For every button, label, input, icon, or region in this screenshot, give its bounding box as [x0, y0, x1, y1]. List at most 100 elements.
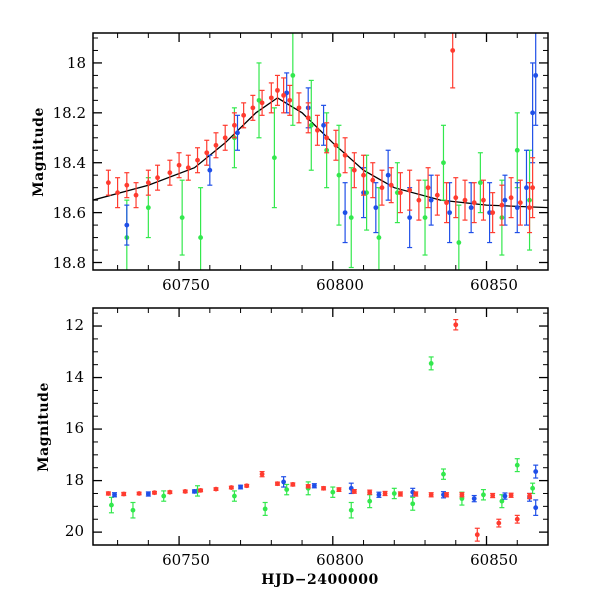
top-red-marker-28 — [361, 172, 366, 178]
top-green-marker-13 — [376, 235, 382, 240]
top-red-point-42 — [490, 192, 496, 234]
top-red-point-7 — [176, 152, 182, 179]
bottom-green-point-4 — [231, 490, 237, 502]
bottom-green-point-6 — [284, 483, 290, 496]
bottom-red-marker-28 — [508, 492, 514, 498]
top-green-marker-10 — [336, 172, 342, 178]
top-red-point-8 — [185, 154, 191, 181]
top-blue-marker-10 — [407, 215, 413, 221]
bottom-green-marker-4 — [232, 493, 237, 499]
bottom-green-point-11 — [391, 487, 397, 500]
bottom-green-point-9 — [348, 501, 354, 519]
bottom-green-marker-15 — [459, 496, 465, 502]
top-red-point-36 — [434, 174, 440, 216]
top-red-point-34 — [416, 179, 422, 221]
top-red-point-29 — [370, 162, 376, 199]
bottom-blue-point-3 — [238, 484, 244, 490]
bottom-green-marker-19 — [530, 485, 536, 491]
top-axis-ticks — [93, 33, 549, 270]
bottom-red-point-21 — [428, 492, 434, 498]
top-red-point-27 — [351, 152, 357, 189]
top-blue-point-18 — [530, 62, 536, 164]
bottom-blue-point-10 — [471, 494, 477, 503]
top-red-point-11 — [213, 132, 219, 159]
bottom-red-point-1 — [121, 491, 127, 497]
top-blue-marker-2 — [235, 130, 240, 136]
bottom-green-marker-9 — [348, 507, 354, 513]
bottom-blue-marker-4 — [281, 479, 287, 485]
bottom-red-point-0 — [105, 491, 111, 496]
top-red-point-10 — [204, 139, 210, 166]
top-red-point-6 — [167, 159, 173, 186]
top-green-point-6 — [271, 107, 277, 209]
bottom-green-marker-17 — [499, 498, 505, 504]
bottom-red-point-28 — [508, 492, 514, 498]
top-red-marker-8 — [185, 165, 191, 171]
top-blue-point-12 — [447, 182, 453, 244]
top-y-tick-label-1: 18 — [67, 54, 86, 72]
top-red-point-23 — [314, 114, 320, 146]
top-red-marker-45 — [517, 200, 523, 206]
top-green-point-17 — [456, 204, 462, 270]
top-red-point-35 — [425, 167, 431, 209]
bottom-green-point-16 — [480, 489, 486, 501]
bottom-red-point-14 — [321, 485, 327, 491]
top-green-marker-15 — [422, 215, 428, 221]
bottom-y-tick-label-3: 16 — [65, 419, 84, 437]
bottom-red-point-6 — [198, 487, 204, 493]
bottom-red-marker-24 — [459, 492, 465, 498]
top-red-point-40 — [471, 182, 477, 224]
bottom-x-tick-label-2: 60800 — [316, 551, 364, 569]
bottom-red-marker-18 — [382, 491, 388, 496]
top-red-marker-30 — [379, 185, 385, 191]
top-red-marker-21 — [296, 105, 302, 111]
top-red-marker-43 — [499, 202, 505, 208]
top-blue-point-9 — [385, 149, 391, 201]
bottom-y-axis-title: Magnitude — [36, 382, 52, 472]
top-red-marker-39 — [462, 197, 468, 203]
top-green-point-20 — [514, 112, 520, 189]
bottom-green-marker-2 — [161, 493, 167, 499]
top-red-point-15 — [250, 94, 256, 121]
top-red-point-46 — [527, 182, 533, 234]
top-blue-marker-11 — [428, 197, 434, 203]
bottom-red-point-29 — [514, 514, 520, 524]
top-red-marker-15 — [250, 105, 256, 111]
bottom-red-marker-23 — [453, 322, 459, 328]
top-blue-point-2 — [234, 114, 240, 151]
top-red-marker-11 — [213, 142, 219, 148]
top-fit-curve — [93, 97, 548, 209]
top-red-marker-14 — [241, 112, 247, 118]
top-green-marker-18 — [477, 180, 483, 186]
top-green-marker-3 — [198, 235, 204, 240]
top-red-point-28 — [361, 154, 367, 196]
top-red-marker-2 — [124, 182, 130, 188]
bottom-red-marker-3 — [152, 490, 157, 496]
top-red-point-2 — [124, 172, 130, 199]
top-red-marker-42 — [490, 210, 496, 216]
bottom-red-marker-30 — [527, 493, 532, 499]
top-blue-marker-1 — [207, 167, 213, 173]
bottom-red-point-24 — [459, 492, 465, 498]
bottom-red-point-22 — [444, 492, 450, 498]
top-red-point-19 — [281, 77, 287, 114]
top-red-marker-35 — [425, 185, 431, 191]
bottom-red-point-23 — [453, 318, 459, 331]
top-red-point-44 — [508, 177, 514, 219]
top-red-marker-41 — [481, 197, 486, 203]
top-blue-marker-9 — [385, 172, 391, 178]
top-blue-marker-17 — [524, 185, 529, 191]
bottom-red-point-18 — [382, 490, 388, 497]
bottom-red-marker-16 — [351, 489, 357, 494]
bottom-red-marker-19 — [398, 491, 403, 497]
bottom-green-point-12 — [410, 496, 416, 511]
top-blue-point-11 — [428, 174, 434, 226]
top-blue-marker-8 — [373, 205, 379, 211]
bottom-blue-point-4 — [281, 476, 287, 488]
top-green-marker-8 — [308, 122, 314, 128]
top-blue-marker-18 — [530, 110, 536, 116]
bottom-green-point-1 — [130, 501, 136, 519]
top-green-point-15 — [422, 179, 428, 256]
top-red-point-38 — [453, 177, 459, 219]
